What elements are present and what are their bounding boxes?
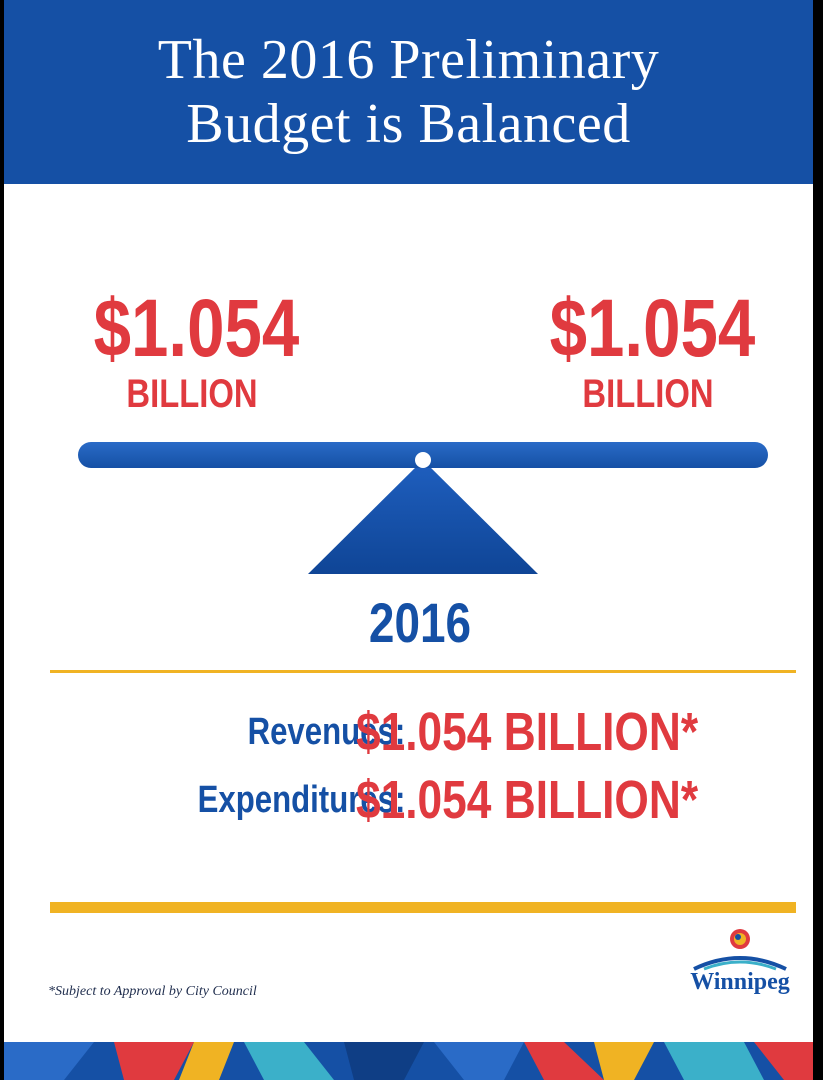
expenditures-value: $1.054 BILLION* [356,770,699,830]
pivot-dot [415,452,431,468]
title-line-2: Budget is Balanced [186,93,631,155]
logo-wordmark: Winnipeg [690,969,790,995]
balance-scale-icon [78,442,768,574]
winnipeg-logo: Winnipeg [680,925,800,1005]
winnipeg-logo-icon [693,929,787,971]
revenues-row: Revenues: $1.054 BILLION* [60,702,760,762]
fulcrum-triangle [308,460,538,574]
right-amount: $1.054 BILLION [528,283,768,416]
right-frame-edge [813,0,823,1080]
footnote: *Subject to Approval by City Council [48,984,257,999]
left-amount: $1.054 BILLION [72,283,312,416]
budget-year: 2016 [368,591,472,654]
title-line-1: The 2016 Preliminary [157,29,660,91]
divider-thick [50,902,796,913]
right-amount-value: $1.054 [549,283,756,374]
left-amount-value: $1.054 [93,283,300,374]
expenditures-label: Expenditures: [197,779,405,821]
header-banner: The 2016 Preliminary Budget is Balanced [4,0,813,184]
expenditures-row: Expenditures: $1.054 BILLION* [60,770,760,830]
revenues-label: Revenues: [247,711,405,753]
divider-thin [50,670,796,673]
left-amount-unit: BILLION [126,372,258,416]
left-frame-edge [0,0,4,1080]
bottom-decorative-band [4,1042,813,1080]
revenues-value: $1.054 BILLION* [356,702,699,762]
right-amount-unit: BILLION [582,372,714,416]
